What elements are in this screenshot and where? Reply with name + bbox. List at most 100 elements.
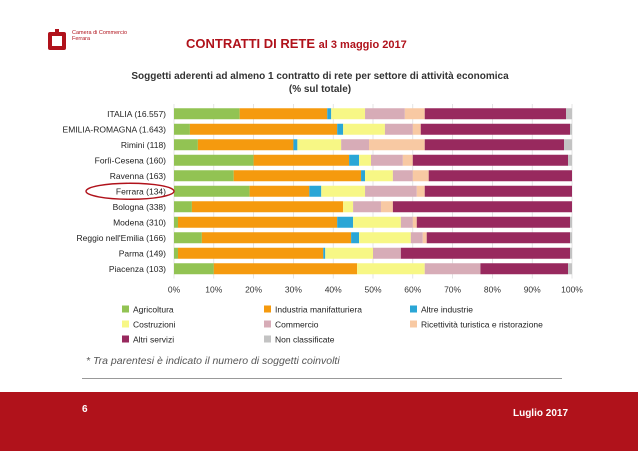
category-label: Parma (149)	[119, 248, 166, 258]
bar-segment	[337, 216, 354, 228]
bar-segment	[365, 185, 417, 197]
bar-segment	[174, 123, 190, 135]
footer-bar	[0, 392, 638, 451]
legend-label: Agricoltura	[133, 305, 174, 315]
bar-segment	[353, 216, 401, 228]
bar-segment	[424, 108, 567, 120]
bar-segment	[177, 247, 324, 259]
legend-swatch	[122, 335, 129, 343]
x-tick-label: 0%	[168, 285, 181, 295]
bar-segment	[404, 108, 425, 120]
chart-title: Soggetti aderenti ad almeno 1 contratto …	[131, 71, 509, 82]
x-tick-label: 90%	[524, 285, 541, 295]
legend-swatch	[410, 320, 417, 328]
bar-segment	[359, 232, 411, 244]
category-label: Reggio nell'Emilia (166)	[77, 233, 167, 243]
x-tick-label: 50%	[364, 285, 381, 295]
legend-swatch	[264, 320, 271, 328]
bar-segment	[359, 154, 372, 166]
bar-segment	[239, 108, 328, 120]
page-number: 6	[82, 404, 88, 415]
x-tick-label: 30%	[285, 285, 302, 295]
legend-label: Industria manifatturiera	[275, 305, 362, 315]
bar-segment	[343, 123, 385, 135]
bar-segment	[412, 170, 429, 182]
bar-segment	[416, 185, 425, 197]
bar-segment	[412, 123, 421, 135]
bar-segment	[428, 170, 572, 182]
bar-segment	[174, 170, 234, 182]
bar-segment	[371, 154, 403, 166]
legend-label: Commercio	[275, 320, 319, 330]
highlight-ellipse	[85, 182, 175, 200]
category-label: Modena (310)	[113, 217, 166, 227]
footer-divider	[82, 378, 562, 379]
bar-segment	[392, 170, 413, 182]
x-tick-label: 100%	[561, 285, 583, 295]
legend-label: Altri servizi	[133, 335, 174, 345]
bar-segment	[197, 139, 294, 151]
bar-segment	[249, 185, 310, 197]
bar-segment	[201, 232, 352, 244]
legend-swatch	[264, 335, 271, 343]
x-tick-label: 20%	[245, 285, 262, 295]
bar-segment	[426, 232, 571, 244]
page-title: CONTRATTI DI RETE al 3 maggio 2017	[186, 36, 407, 51]
bar-segment	[480, 263, 569, 275]
bar-segment	[564, 139, 572, 151]
bar-segment	[351, 232, 360, 244]
bar-segment	[568, 154, 572, 166]
bar-segment	[357, 263, 425, 275]
category-label: ITALIA (16.557)	[107, 109, 166, 119]
bar-segment	[420, 123, 571, 135]
bar-segment	[412, 154, 569, 166]
bar-segment	[410, 232, 423, 244]
bar-segment	[337, 123, 344, 135]
bar-segment	[349, 154, 360, 166]
bar-segment	[384, 123, 413, 135]
bar-segment	[400, 216, 413, 228]
chamber-logo: Camera di Commercio Ferrara	[46, 26, 127, 56]
bar-segment	[309, 185, 322, 197]
logo-text: Camera di Commercio Ferrara	[72, 30, 128, 42]
bar-segment	[570, 247, 572, 259]
bar-segment	[369, 139, 425, 151]
category-label: Rimini (118)	[121, 140, 166, 150]
bar-segment	[331, 108, 366, 120]
bar-segment	[568, 263, 572, 275]
bar-segment	[400, 247, 571, 259]
bar-segment	[422, 232, 427, 244]
bar-segment	[424, 263, 481, 275]
bar-segment	[174, 201, 192, 213]
legend-swatch	[264, 305, 271, 313]
x-tick-label: 80%	[484, 285, 501, 295]
bar-segment	[191, 201, 344, 213]
bar-segment	[177, 216, 338, 228]
legend-label: Costruzioni	[133, 320, 176, 330]
page-title-main: CONTRATTI DI RETE	[186, 36, 316, 51]
stacked-bar-chart: 0% 10% 20% 30% 40% 50% 60% 70% 80% 90% 100% ITALIA …	[63, 104, 583, 345]
bar-segment	[174, 139, 198, 151]
bar-segment	[297, 139, 342, 151]
x-tick-label: 40%	[325, 285, 342, 295]
category-label: Ravenna (163)	[110, 171, 166, 181]
chamber-emblem-icon	[48, 29, 66, 50]
chart-subtitle: (% sul totale)	[288, 84, 352, 95]
bar-segment	[412, 216, 417, 228]
x-tick-label: 60%	[404, 285, 421, 295]
bar-segment	[373, 247, 401, 259]
bar-segment	[424, 185, 572, 197]
x-tick-label: 10%	[205, 285, 222, 295]
bar-segment	[174, 247, 178, 259]
bar-segment	[416, 216, 571, 228]
bar-segment	[353, 201, 381, 213]
bar-segment	[253, 154, 350, 166]
bar-segment	[325, 247, 373, 259]
bar-segment	[174, 232, 202, 244]
bar-segment	[343, 201, 354, 213]
legend-label: Altre industrie	[421, 305, 473, 315]
bar-segment	[174, 185, 250, 197]
bar-segment	[189, 123, 338, 135]
category-label: EMILIA-ROMAGNA (1.643)	[63, 124, 167, 134]
legend-swatch	[122, 305, 129, 313]
